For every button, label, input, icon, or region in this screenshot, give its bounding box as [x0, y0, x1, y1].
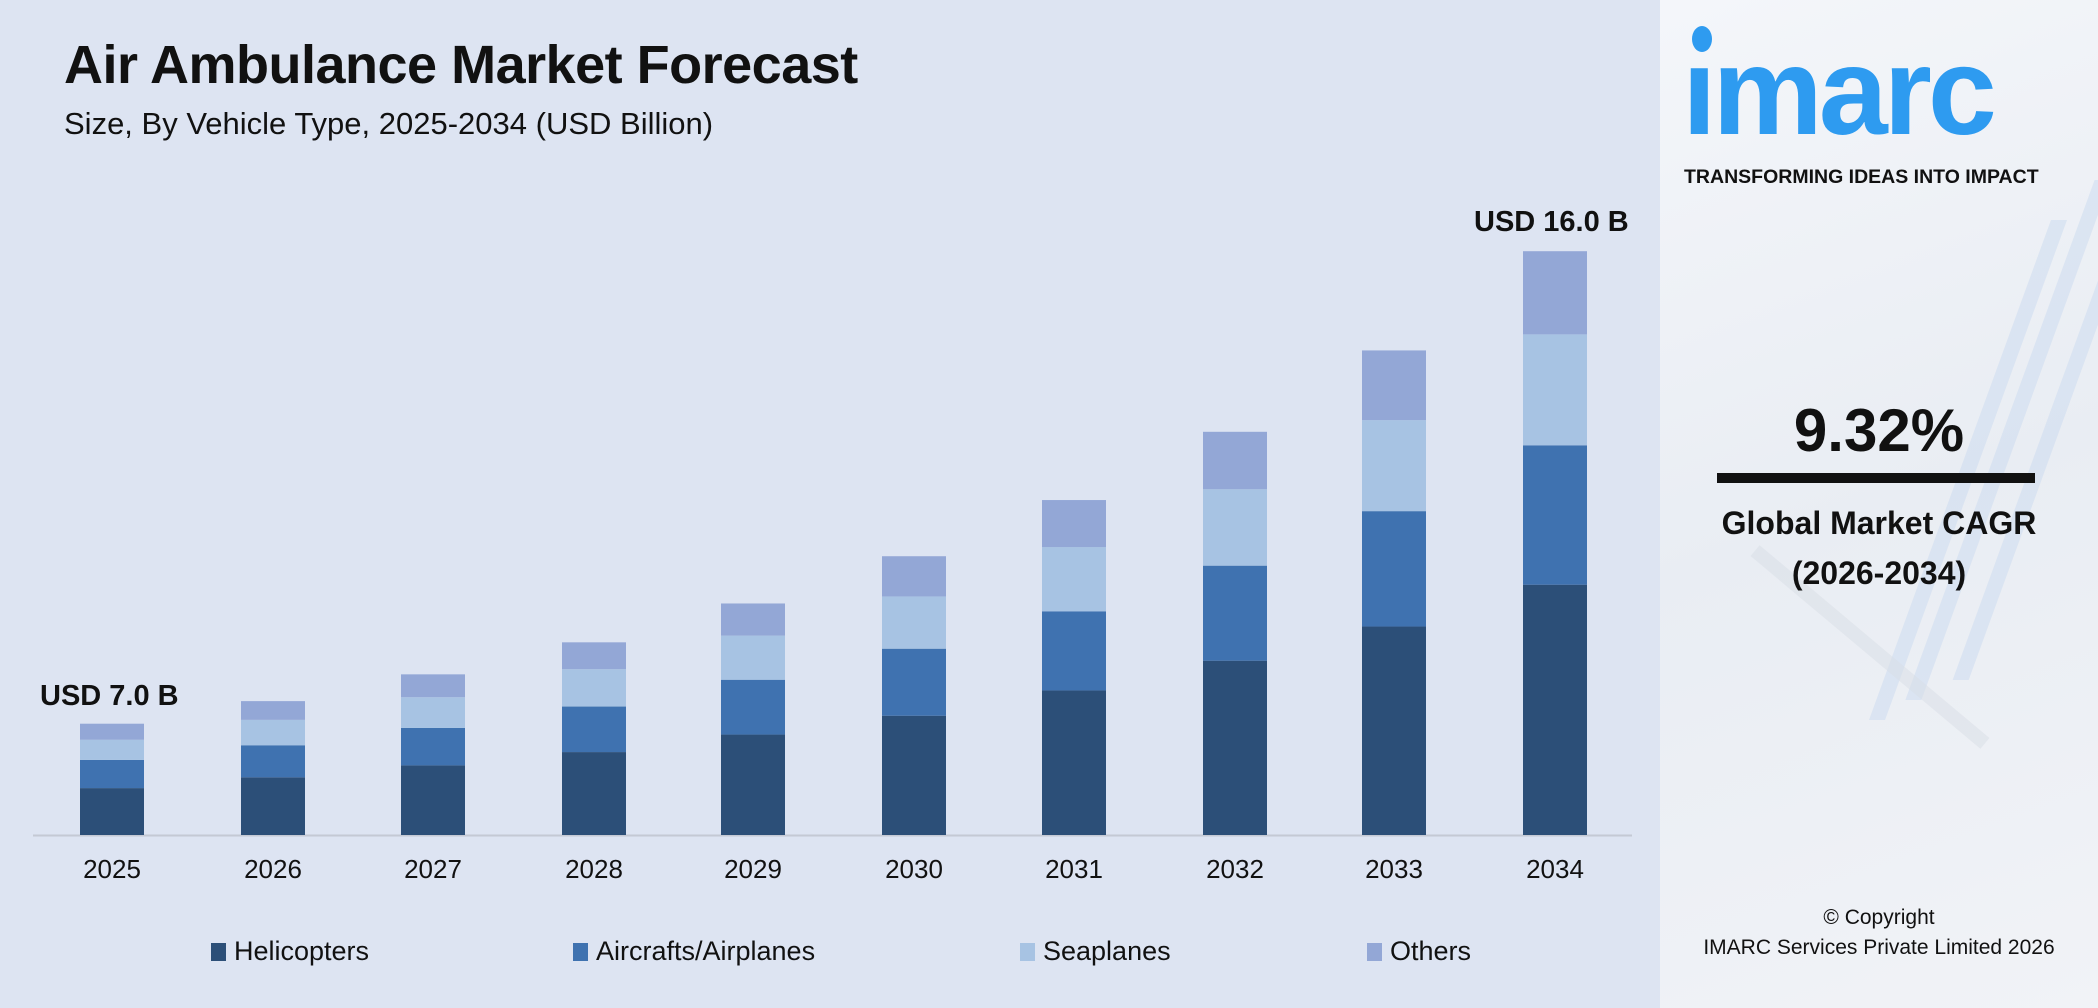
- last-value-label: USD 16.0 B: [1474, 206, 1629, 238]
- bar-segment-seaplanes-2031: [1042, 547, 1106, 612]
- cagr-divider: [1717, 473, 2035, 483]
- x-tick-label: 2032: [1206, 854, 1264, 884]
- legend-swatch-icon: [573, 942, 588, 961]
- logo-dot-icon: [1692, 26, 1712, 52]
- imarc-logo: ımarc: [1682, 23, 1997, 161]
- chart-subtitle: Size, By Vehicle Type, 2025-2034 (USD Bi…: [64, 106, 714, 141]
- bar-segment-helicopters-2031: [1042, 690, 1106, 835]
- bar-segment-helicopters-2034: [1523, 584, 1587, 835]
- bar-segment-helicopters-2026: [241, 777, 305, 835]
- cagr-label: Global Market CAGR: [1721, 505, 2037, 541]
- legend-label: Seaplanes: [1043, 936, 1171, 966]
- bar-segment-helicopters-2025: [80, 788, 144, 835]
- legend-swatch-icon: [211, 942, 226, 961]
- x-tick-label: 2025: [83, 854, 141, 884]
- bar-segment-aircrafts-airplanes-2032: [1203, 565, 1267, 661]
- bar-segment-aircrafts-airplanes-2031: [1042, 611, 1106, 691]
- bar-segment-others-2027: [401, 674, 465, 698]
- cagr-value: 9.32%: [1793, 397, 1965, 464]
- copyright-line-1: © Copyright: [1823, 906, 1935, 929]
- bar-segment-others-2030: [882, 556, 946, 597]
- legend-label: Helicopters: [234, 936, 370, 966]
- bar-segment-aircrafts-airplanes-2027: [401, 727, 465, 766]
- bar-segment-others-2029: [721, 603, 785, 636]
- bar-segment-seaplanes-2032: [1203, 489, 1267, 566]
- bar-segment-helicopters-2033: [1362, 626, 1426, 835]
- chart-panel: Air Ambulance Market Forecast Size, By V…: [0, 0, 1660, 1008]
- stacked-bar-chart: [33, 251, 1632, 837]
- x-tick-label: 2026: [244, 854, 302, 884]
- bar-segment-seaplanes-2034: [1523, 334, 1587, 446]
- bar-segment-helicopters-2027: [401, 765, 465, 835]
- bar-segment-others-2033: [1362, 350, 1426, 421]
- x-tick-label: 2034: [1526, 854, 1584, 884]
- cagr-period: (2026-2034): [1791, 555, 1967, 591]
- bar-segment-aircrafts-airplanes-2033: [1362, 511, 1426, 627]
- bar-segment-seaplanes-2033: [1362, 420, 1426, 512]
- legend-label: Aircrafts/Airplanes: [596, 936, 816, 966]
- bar-segment-helicopters-2032: [1203, 660, 1267, 835]
- legend-label: Others: [1390, 936, 1472, 966]
- brand-panel: ımarc TRANSFORMING IDEAS INTO IMPACT 9.3…: [1660, 0, 2098, 1008]
- x-tick-label: 2027: [404, 854, 462, 884]
- bar-segment-seaplanes-2030: [882, 596, 946, 649]
- legend-item: Others: [1367, 936, 1471, 967]
- bar-segment-aircrafts-airplanes-2034: [1523, 445, 1587, 585]
- legend-item: Aircrafts/Airplanes: [573, 936, 815, 967]
- bar-segment-seaplanes-2029: [721, 635, 785, 680]
- bar-segment-helicopters-2030: [882, 715, 946, 835]
- legend-item: Helicopters: [211, 936, 369, 967]
- x-tick-label: 2029: [724, 854, 782, 884]
- copyright-line-2: IMARC Services Private Limited 2026: [1703, 936, 2055, 959]
- bar-segment-others-2026: [241, 701, 305, 720]
- bar-segment-others-2025: [80, 723, 144, 740]
- x-tick-label: 2028: [565, 854, 623, 884]
- x-tick-label: 2031: [1045, 854, 1103, 884]
- bar-segment-aircrafts-airplanes-2026: [241, 745, 305, 778]
- bar-segment-seaplanes-2025: [80, 739, 144, 760]
- bar-segment-others-2034: [1523, 251, 1587, 335]
- bar-segment-seaplanes-2026: [241, 719, 305, 746]
- x-tick-label: 2030: [885, 854, 943, 884]
- x-tick-label: 2033: [1365, 854, 1423, 884]
- chart-title: Air Ambulance Market Forecast: [64, 35, 858, 95]
- bar-segment-aircrafts-airplanes-2030: [882, 648, 946, 716]
- legend-swatch-icon: [1020, 942, 1035, 961]
- bar-segment-others-2032: [1203, 431, 1267, 490]
- bar-segment-helicopters-2028: [562, 752, 626, 835]
- bar-segment-others-2028: [562, 642, 626, 670]
- bar-segment-aircrafts-airplanes-2029: [721, 679, 785, 735]
- brand-tagline: TRANSFORMING IDEAS INTO IMPACT: [1684, 166, 2039, 188]
- bar-segment-helicopters-2029: [721, 734, 785, 835]
- bar-segment-seaplanes-2028: [562, 669, 626, 707]
- bar-segment-others-2031: [1042, 500, 1106, 548]
- legend-item: Seaplanes: [1020, 936, 1171, 967]
- bar-segment-aircrafts-airplanes-2028: [562, 706, 626, 753]
- bar-segment-aircrafts-airplanes-2025: [80, 759, 144, 789]
- legend-swatch-icon: [1367, 942, 1382, 961]
- first-value-label: USD 7.0 B: [40, 680, 179, 712]
- bar-segment-seaplanes-2027: [401, 697, 465, 728]
